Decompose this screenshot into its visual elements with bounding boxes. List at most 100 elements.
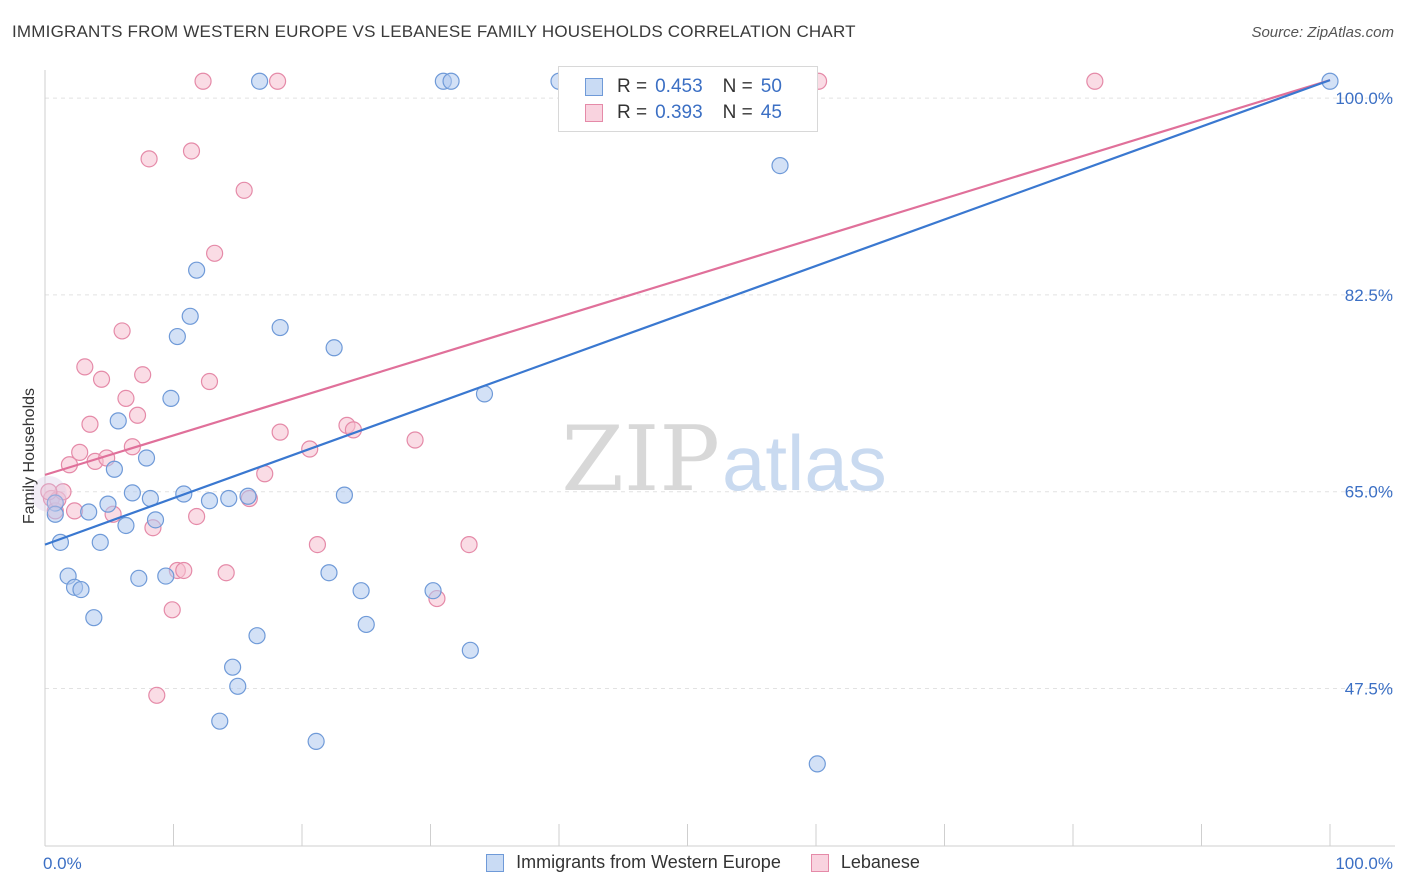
western-europe-point[interactable]: [200, 492, 219, 510]
western-europe-point[interactable]: [123, 484, 141, 502]
overlap-cluster: [30, 475, 67, 512]
lebanese-point[interactable]: [217, 564, 235, 582]
lebanese-point[interactable]: [188, 507, 206, 526]
western-europe-point[interactable]: [46, 505, 64, 523]
stats-legend: R = 0.453 N = 50 R = 0.393 N = 45: [558, 66, 818, 132]
western-europe-point[interactable]: [424, 582, 442, 600]
western-europe-point[interactable]: [307, 732, 325, 751]
western-europe-point[interactable]: [357, 615, 375, 634]
lebanese-point[interactable]: [175, 561, 193, 580]
western-europe-point[interactable]: [80, 503, 98, 521]
lebanese-point[interactable]: [134, 366, 152, 384]
western-europe-point[interactable]: [162, 389, 180, 407]
western-europe-point[interactable]: [248, 627, 266, 645]
western-europe-trend-line: [44, 79, 1331, 546]
western-europe-point[interactable]: [239, 487, 257, 505]
western-europe-points: [30, 72, 1339, 773]
western-europe-point[interactable]: [442, 72, 460, 90]
western-europe-point[interactable]: [137, 449, 156, 467]
series-legend: Immigrants from Western Europe Lebanese: [0, 852, 1406, 873]
y-tick-label: 82.5%: [1345, 286, 1393, 305]
western-europe-point[interactable]: [250, 72, 269, 90]
lebanese-point[interactable]: [71, 443, 89, 461]
y-tick-label: 65.0%: [1345, 483, 1393, 502]
lebanese-point[interactable]: [268, 72, 287, 90]
western-europe-point[interactable]: [335, 486, 354, 504]
lebanese-point[interactable]: [140, 150, 158, 168]
chart-title: IMMIGRANTS FROM WESTERN EUROPE VS LEBANE…: [12, 22, 856, 41]
tick-labels: 47.5% 65.0% 82.5% 100.0% 0.0% 100.0%: [43, 89, 1393, 873]
lebanese-point[interactable]: [76, 358, 94, 376]
western-europe-point[interactable]: [325, 339, 343, 357]
western-europe-point[interactable]: [72, 580, 90, 599]
western-europe-point[interactable]: [157, 567, 175, 585]
western-europe-point[interactable]: [211, 712, 229, 730]
western-europe-point[interactable]: [109, 412, 127, 430]
lebanese-point[interactable]: [194, 72, 212, 90]
lebanese-trend-line: [44, 79, 1331, 476]
western-europe-point[interactable]: [130, 569, 148, 587]
lebanese-point[interactable]: [200, 372, 219, 391]
legend-item-lebanese[interactable]: Lebanese: [810, 852, 920, 873]
western-europe-point[interactable]: [146, 511, 165, 529]
lebanese-point[interactable]: [406, 431, 424, 449]
lebanese-points: [40, 72, 1104, 704]
lebanese-point[interactable]: [206, 244, 224, 262]
lebanese-point[interactable]: [163, 601, 181, 619]
lebanese-point[interactable]: [182, 142, 201, 160]
western-europe-point[interactable]: [461, 641, 479, 659]
lebanese-point[interactable]: [117, 389, 135, 407]
legend-n-value: 50: [760, 76, 782, 97]
lebanese-point[interactable]: [1086, 72, 1104, 90]
legend-item-western-europe[interactable]: Immigrants from Western Europe: [486, 852, 781, 873]
lebanese-point[interactable]: [92, 370, 111, 388]
legend-r-label: R =: [617, 76, 648, 97]
legend-r-value: 0.393: [655, 102, 703, 123]
western-europe-point[interactable]: [808, 755, 826, 773]
watermark-zip: ZIP: [561, 407, 720, 512]
lebanese-point[interactable]: [113, 322, 131, 340]
legend-swatch-pink: [810, 853, 829, 872]
watermark: ZIP atlas: [561, 407, 886, 512]
western-europe-point[interactable]: [99, 495, 117, 513]
western-europe-point[interactable]: [91, 533, 109, 551]
lebanese-point[interactable]: [235, 181, 253, 199]
legend-n-label: N =: [722, 102, 753, 123]
lebanese-point[interactable]: [123, 438, 141, 456]
western-europe-point[interactable]: [352, 582, 370, 600]
western-europe-point[interactable]: [224, 658, 242, 676]
legend-r-label: R =: [617, 102, 648, 123]
western-europe-point[interactable]: [771, 156, 789, 175]
legend-r-value: 0.453: [655, 76, 703, 97]
lebanese-point[interactable]: [460, 535, 478, 554]
western-europe-point[interactable]: [271, 318, 289, 337]
chart-source: Source: ZipAtlas.com: [1251, 24, 1394, 41]
western-europe-point[interactable]: [117, 516, 135, 535]
lebanese-point[interactable]: [148, 686, 166, 704]
lebanese-point[interactable]: [271, 423, 289, 441]
legend-swatch-blue: [486, 853, 505, 872]
lebanese-point[interactable]: [128, 406, 147, 424]
western-europe-point[interactable]: [320, 564, 338, 582]
watermark-atlas: atlas: [722, 419, 887, 507]
x-tick-label: 0.0%: [43, 854, 82, 873]
legend-n-value: 45: [760, 102, 782, 123]
trend-lines: [44, 79, 1331, 546]
legend-row-lebanese: R = 0.393 N = 45: [585, 100, 782, 126]
axes: [44, 70, 1395, 847]
y-axis-label: Family Households: [21, 388, 38, 524]
western-europe-point[interactable]: [105, 460, 123, 478]
western-europe-point[interactable]: [85, 609, 103, 627]
legend-swatch-blue: [585, 78, 603, 96]
western-europe-point[interactable]: [188, 261, 206, 279]
western-europe-point[interactable]: [168, 327, 186, 346]
y-tick-label: 47.5%: [1345, 680, 1393, 699]
western-europe-point[interactable]: [181, 307, 199, 325]
lebanese-point[interactable]: [308, 535, 327, 554]
lebanese-point[interactable]: [81, 415, 99, 433]
western-europe-point[interactable]: [220, 489, 238, 508]
western-europe-point[interactable]: [229, 677, 247, 695]
lebanese-point[interactable]: [65, 502, 84, 520]
legend-n-label: N =: [722, 76, 753, 97]
